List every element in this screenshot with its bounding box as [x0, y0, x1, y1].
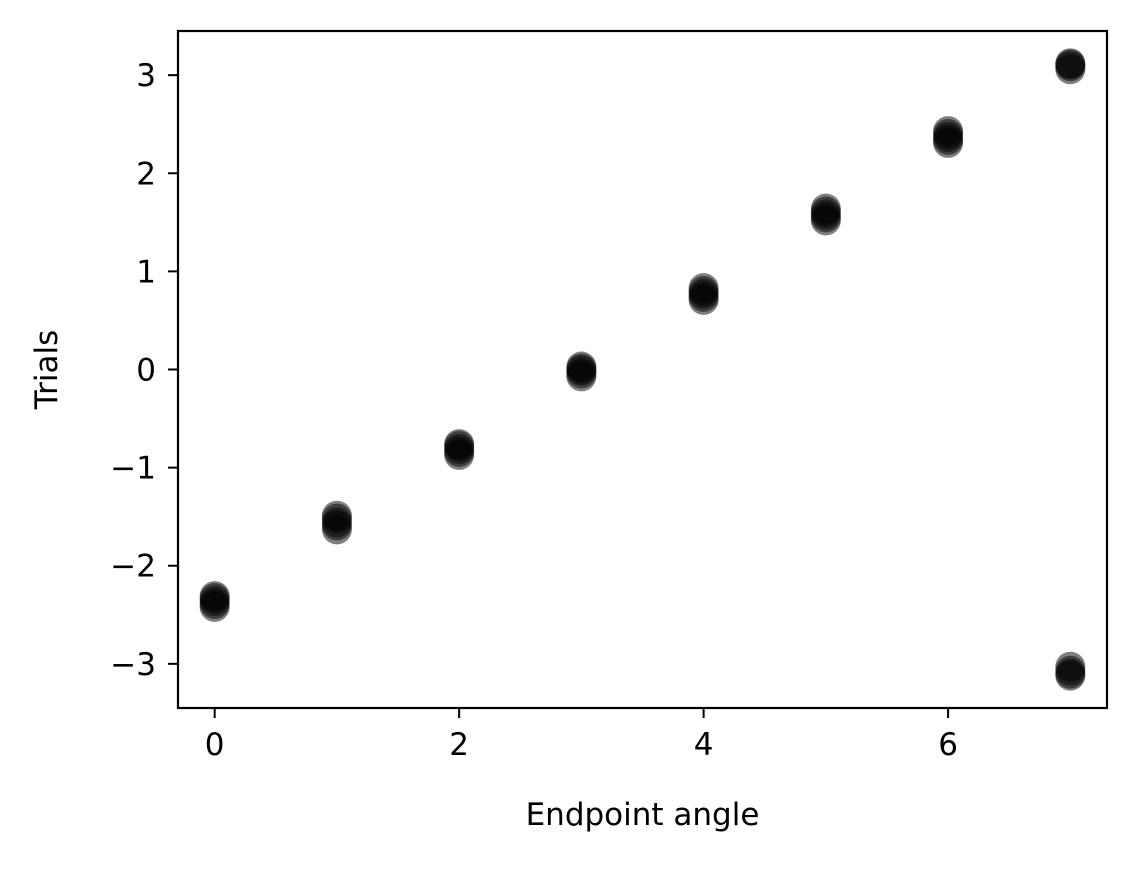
y-axis-label: Trials — [29, 330, 65, 411]
y-tick-label: 0 — [136, 353, 156, 389]
points-layer — [199, 48, 1086, 691]
x-tick-label: 0 — [205, 727, 225, 763]
scatter-point — [566, 351, 597, 382]
x-tick-label: 4 — [694, 727, 714, 763]
scatter-point — [933, 116, 964, 147]
scatter-point — [199, 581, 230, 612]
scatter-point — [810, 193, 841, 224]
plot-frame — [176, 29, 1109, 710]
x-tick-label: 6 — [938, 727, 958, 763]
scatter-point — [1055, 651, 1086, 682]
scatter-point — [1055, 48, 1086, 79]
y-tick-label: 2 — [136, 156, 156, 192]
x-axis-label: Endpoint angle — [526, 797, 760, 833]
scatter-point — [688, 273, 719, 304]
ticks-layer: 0 2 4 6 −3 −2 −1 0 1 2 3 — [110, 58, 958, 763]
x-tick-label: 2 — [449, 727, 469, 763]
y-tick-label: −3 — [110, 647, 156, 683]
y-tick-label: 3 — [136, 58, 156, 94]
y-tick-label: 1 — [136, 254, 156, 290]
scatter-point — [444, 429, 475, 460]
y-tick-label: −2 — [110, 549, 156, 585]
scatter-point — [321, 500, 352, 531]
y-tick-label: −1 — [110, 451, 156, 487]
